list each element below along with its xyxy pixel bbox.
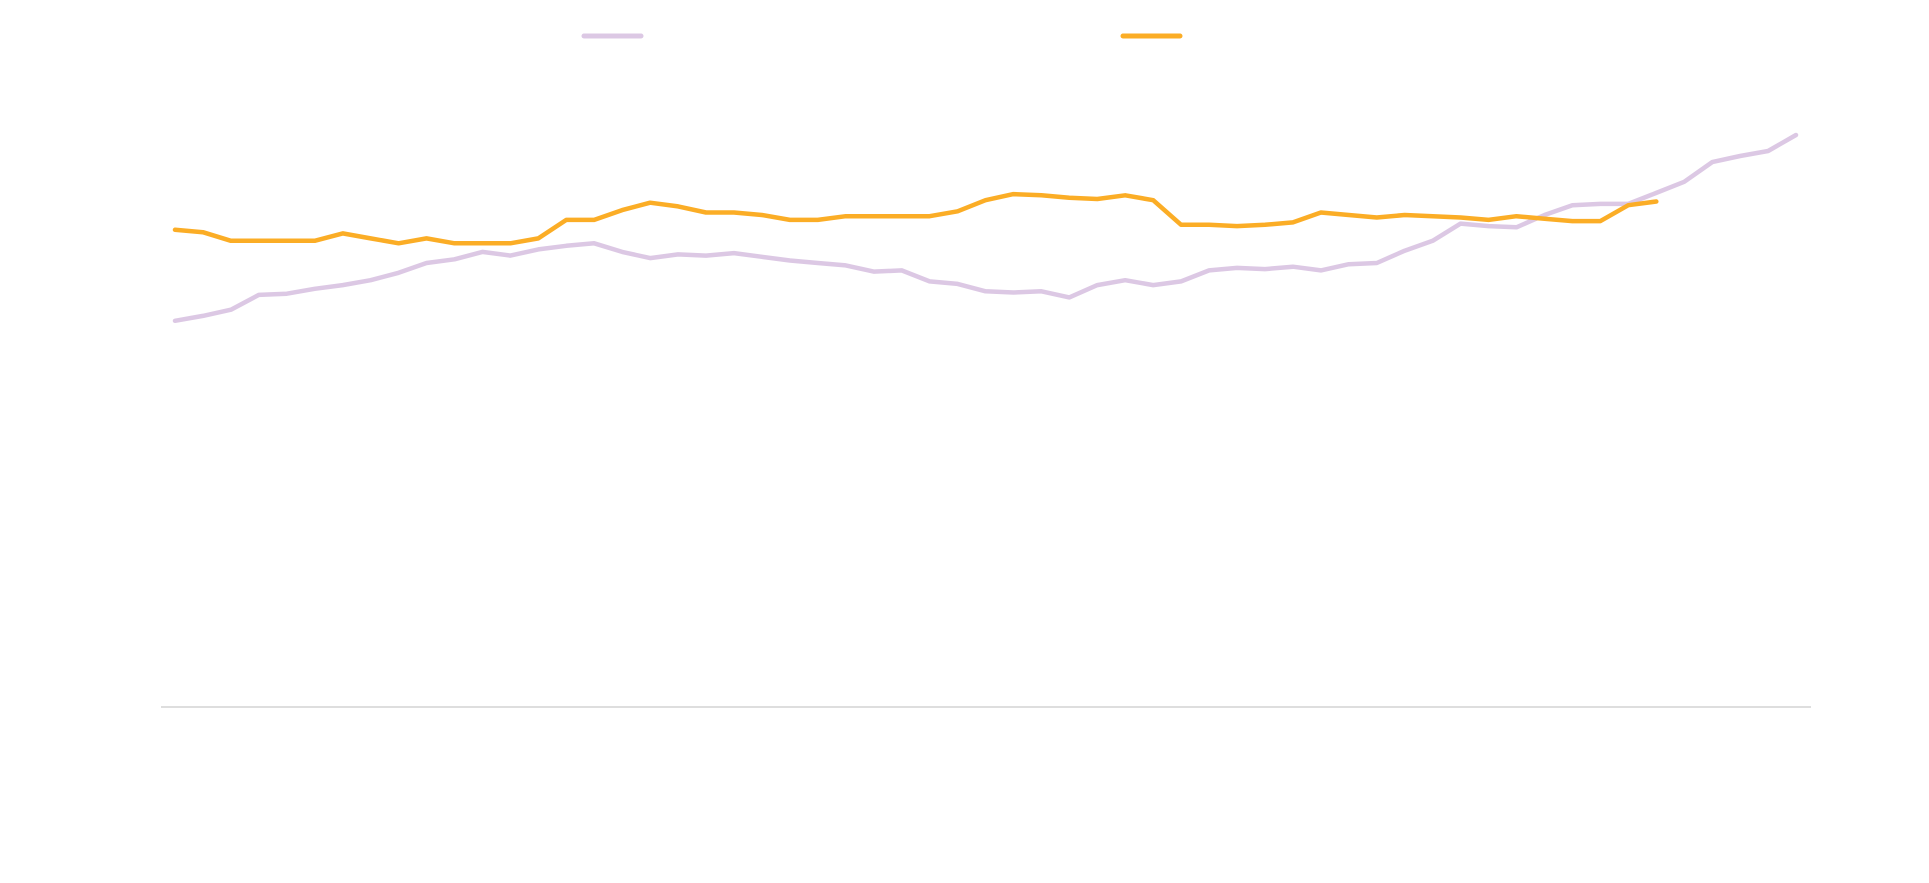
series-line: [172, 191, 1659, 246]
series-line: [172, 132, 1799, 324]
